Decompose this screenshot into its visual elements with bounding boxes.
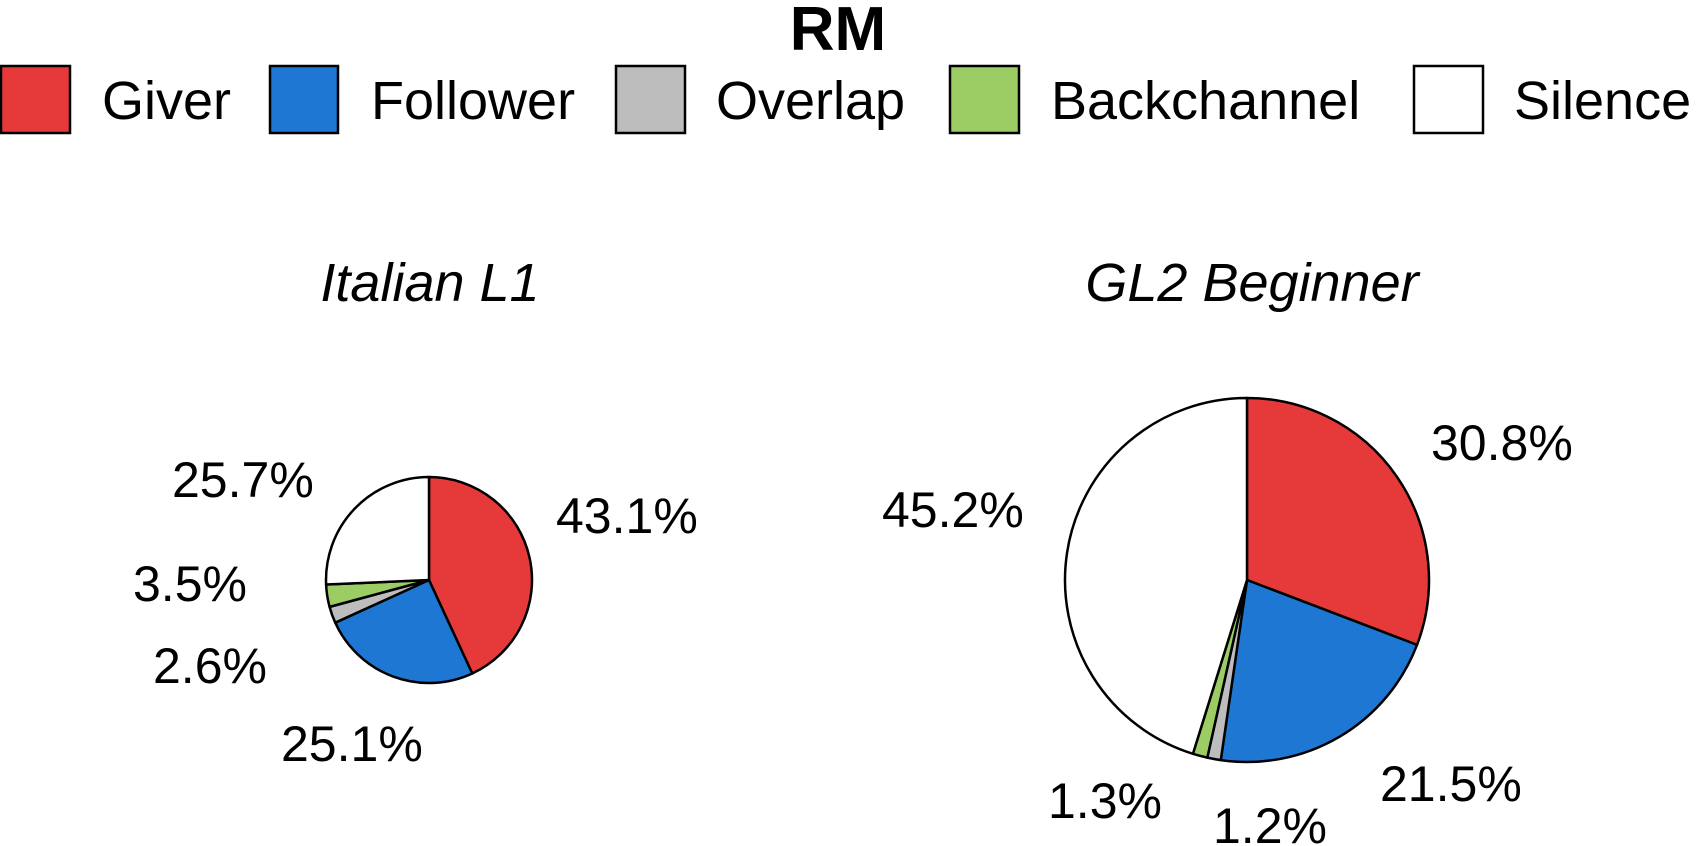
- legend-label-backchannel: Backchannel: [1051, 71, 1360, 131]
- legend-swatch-giver: [0, 64, 72, 135]
- pie-title-gl2-beginner: GL2 Beginner: [1085, 253, 1420, 313]
- legend-swatch-follower: [268, 64, 340, 135]
- pie-slice-giver: [1245, 396, 1431, 647]
- pct-label-silence: 45.2%: [882, 482, 1024, 538]
- pie-gl2-beginner: [1063, 396, 1431, 764]
- pie-slice-giver: [427, 475, 534, 675]
- legend-label-overlap: Overlap: [716, 71, 905, 131]
- pie-slice-silence: [324, 475, 431, 586]
- pct-label-giver: 30.8%: [1431, 415, 1573, 471]
- pct-label-overlap: 1.2%: [1213, 798, 1327, 846]
- pct-label-follower: 25.1%: [281, 716, 423, 772]
- pct-label-overlap: 2.6%: [153, 638, 267, 694]
- pct-label-backchannel: 1.3%: [1048, 773, 1162, 829]
- chart-title: RM: [790, 0, 886, 64]
- pct-label-silence: 25.7%: [172, 452, 314, 508]
- legend: Giver Follower Overlap Backchannel Silen…: [0, 64, 1691, 135]
- pie-italian-l1: [324, 475, 534, 685]
- pie-title-italian-l1: Italian L1: [320, 253, 539, 313]
- legend-label-silence: Silence: [1514, 71, 1691, 131]
- pie-slice-follower: [334, 578, 474, 685]
- pct-label-giver: 43.1%: [556, 488, 698, 544]
- pie-slice-follower: [1219, 578, 1419, 764]
- legend-label-giver: Giver: [102, 71, 231, 131]
- legend-swatch-backchannel: [948, 64, 1021, 135]
- legend-swatch-overlap: [614, 64, 687, 135]
- legend-label-follower: Follower: [371, 71, 575, 131]
- pie-slice-silence: [1063, 396, 1249, 756]
- pct-label-backchannel: 3.5%: [133, 556, 247, 612]
- legend-swatch-silence: [1412, 64, 1485, 135]
- pct-label-follower: 21.5%: [1380, 756, 1522, 812]
